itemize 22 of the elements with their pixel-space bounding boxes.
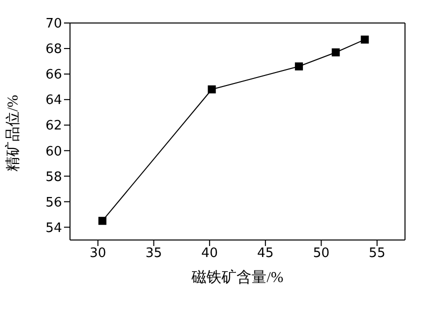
y-tick-label: 60 [45, 144, 62, 160]
x-axis-title: 磁铁矿含量/% [190, 269, 284, 286]
x-tick-label: 45 [257, 246, 274, 262]
y-tick-label: 56 [45, 195, 62, 210]
point [208, 85, 216, 94]
point [360, 36, 369, 44]
y-tick-label: 70 [45, 16, 62, 32]
x-tick-label: 40 [201, 246, 218, 262]
y-axis-title: 精矿品位/% [4, 94, 22, 172]
x-tick-label: 35 [145, 246, 162, 262]
point [98, 216, 106, 225]
y-tick-label: 64 [45, 93, 62, 108]
x-tick-label: 55 [368, 246, 386, 262]
y-tick-label: 62 [45, 118, 62, 134]
point [332, 48, 340, 56]
x-tick-label: 50 [312, 246, 330, 262]
y-tick-label: 66 [45, 68, 62, 83]
point [294, 62, 303, 70]
y-tick-label: 68 [45, 42, 62, 58]
y-tick-label: 54 [45, 220, 62, 236]
x-tick-label: 30 [90, 246, 106, 262]
y-tick-label: 58 [45, 170, 62, 185]
